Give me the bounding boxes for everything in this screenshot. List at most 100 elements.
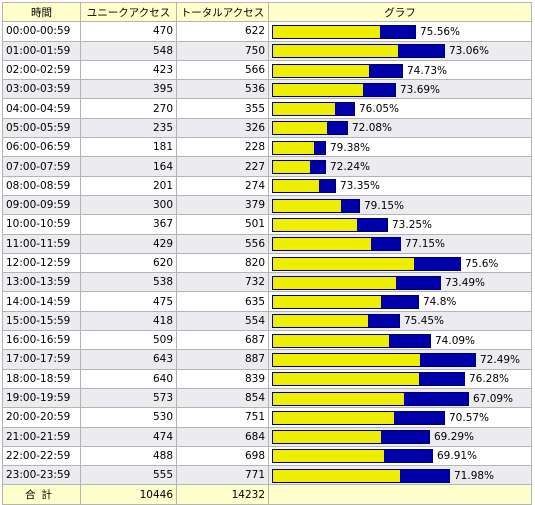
percent-label: 73.25% [392, 218, 433, 231]
total-access-cell: 698 [176, 445, 269, 467]
header-total-access: トータルアクセス [176, 1, 269, 23]
graph-cell: 77.15% [268, 233, 532, 254]
unique-access-cell: 555 [80, 465, 177, 486]
unique-access-cell: 423 [80, 59, 177, 81]
graph-cell: 75.6% [268, 252, 532, 274]
percent-label: 73.35% [340, 180, 381, 193]
unique-access-cell: 530 [80, 407, 177, 428]
graph-cell: 73.25% [268, 214, 532, 235]
table-row: 21:00-21:59 474 684 69.29% [2, 426, 532, 447]
graph-cell: 73.69% [268, 79, 532, 100]
unique-access-bar [273, 392, 404, 405]
time-cell: 15:00-15:59 [2, 310, 81, 332]
access-bar: 77.15% [272, 237, 528, 252]
unique-access-cell: 164 [80, 156, 177, 177]
time-cell: 16:00-16:59 [2, 330, 81, 351]
total-access-cell: 839 [176, 368, 269, 389]
footer-total-total: 14232 [176, 484, 269, 505]
access-bar: 75.45% [272, 314, 528, 329]
total-access-cell: 622 [176, 21, 269, 42]
time-cell: 05:00-05:59 [2, 117, 81, 139]
unique-access-cell: 429 [80, 233, 177, 254]
unique-access-bar [273, 411, 394, 424]
table-row: 14:00-14:59 475 635 74.8% [2, 291, 532, 312]
table-row: 16:00-16:59 509 687 74.09% [2, 330, 532, 351]
footer-graph-cell [268, 484, 532, 505]
unique-access-bar [273, 45, 398, 58]
total-access-cell: 501 [176, 214, 269, 235]
unique-access-cell: 488 [80, 445, 177, 467]
unique-access-bar [273, 218, 357, 231]
time-cell: 07:00-07:59 [2, 156, 81, 177]
table-row: 01:00-01:59 548 750 73.06% [2, 40, 532, 61]
table-row: 05:00-05:59 235 326 72.08% [2, 117, 532, 139]
graph-cell: 69.91% [268, 445, 532, 467]
percent-label: 79.15% [364, 199, 405, 212]
access-bar: 76.05% [272, 102, 528, 117]
access-bar: 69.29% [272, 430, 528, 445]
access-bar: 75.56% [272, 24, 528, 39]
unique-access-bar [273, 450, 384, 463]
access-bar: 79.15% [272, 198, 528, 213]
time-cell: 08:00-08:59 [2, 175, 81, 196]
time-cell: 03:00-03:59 [2, 79, 81, 100]
unique-access-cell: 548 [80, 40, 177, 61]
table-row: 15:00-15:59 418 554 75.45% [2, 310, 532, 332]
percent-label: 67.09% [473, 392, 514, 405]
header-unique-access: ユニークアクセス [80, 1, 177, 23]
graph-cell: 73.06% [268, 40, 532, 61]
unique-access-cell: 367 [80, 214, 177, 235]
access-bar: 69.91% [272, 449, 528, 464]
graph-cell: 74.8% [268, 291, 532, 312]
time-cell: 13:00-13:59 [2, 272, 81, 293]
table-row: 00:00-00:59 470 622 75.56% [2, 21, 532, 42]
percent-label: 75.56% [420, 25, 461, 38]
footer-row: 合計 10446 14232 [2, 484, 532, 505]
total-access-cell: 379 [176, 194, 269, 216]
access-bar: 73.49% [272, 275, 528, 290]
unique-access-bar [273, 276, 396, 289]
total-access-cell: 887 [176, 349, 269, 370]
percent-label: 72.49% [480, 353, 521, 366]
unique-access-cell: 235 [80, 117, 177, 139]
time-cell: 09:00-09:59 [2, 194, 81, 216]
total-access-cell: 771 [176, 465, 269, 486]
total-access-cell: 687 [176, 330, 269, 351]
total-access-cell: 684 [176, 426, 269, 447]
unique-access-bar [273, 122, 327, 135]
table-row: 13:00-13:59 538 732 73.49% [2, 272, 532, 293]
unique-access-cell: 181 [80, 137, 177, 158]
unique-access-cell: 475 [80, 291, 177, 312]
unique-access-cell: 470 [80, 21, 177, 42]
graph-cell: 72.24% [268, 156, 532, 177]
time-cell: 22:00-22:59 [2, 445, 81, 467]
unique-access-cell: 474 [80, 426, 177, 447]
unique-access-cell: 418 [80, 310, 177, 332]
graph-cell: 69.29% [268, 426, 532, 447]
percent-label: 76.28% [469, 373, 510, 386]
unique-access-bar [273, 25, 380, 38]
table-row: 17:00-17:59 643 887 72.49% [2, 349, 532, 370]
total-access-cell: 228 [176, 137, 269, 158]
graph-cell: 73.49% [268, 272, 532, 293]
unique-access-cell: 270 [80, 98, 177, 119]
table-row: 19:00-19:59 573 854 67.09% [2, 387, 532, 409]
time-cell: 20:00-20:59 [2, 407, 81, 428]
access-bar: 72.24% [272, 160, 528, 175]
total-access-cell: 566 [176, 59, 269, 81]
table-row: 11:00-11:59 429 556 77.15% [2, 233, 532, 254]
table-row: 12:00-12:59 620 820 75.6% [2, 252, 532, 274]
percent-label: 74.73% [407, 64, 448, 77]
graph-cell: 73.35% [268, 175, 532, 196]
table-row: 02:00-02:59 423 566 74.73% [2, 59, 532, 81]
time-cell: 02:00-02:59 [2, 59, 81, 81]
percent-label: 73.06% [449, 45, 490, 58]
access-bar: 79.38% [272, 140, 528, 155]
header-time: 時間 [2, 1, 81, 23]
percent-label: 69.29% [434, 431, 475, 444]
unique-access-cell: 643 [80, 349, 177, 370]
table-row: 08:00-08:59 201 274 73.35% [2, 175, 532, 196]
unique-access-bar [273, 315, 368, 328]
table-row: 20:00-20:59 530 751 70.57% [2, 407, 532, 428]
